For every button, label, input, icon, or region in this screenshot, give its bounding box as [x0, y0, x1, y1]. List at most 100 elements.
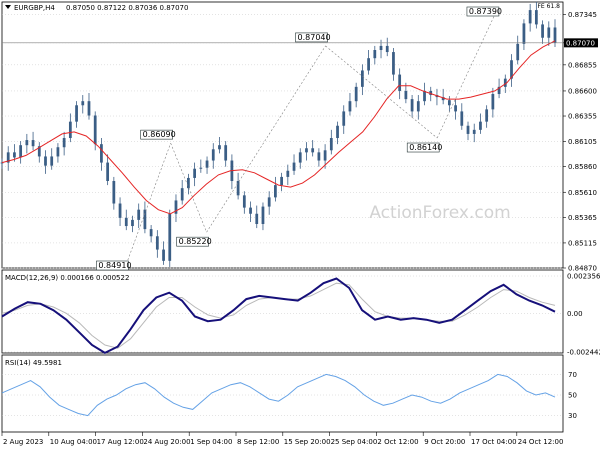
macd-title: MACD(12,26,9) 0.000166 0.000522: [5, 274, 129, 282]
candle-body: [81, 101, 85, 106]
x-tick-label: 25 Sep 04:00: [331, 438, 378, 446]
macd-grid: [2, 275, 563, 353]
candle-body: [143, 209, 147, 230]
candle-body: [199, 167, 203, 169]
candle-body: [193, 168, 197, 178]
candle-body: [224, 145, 228, 161]
candle-body: [516, 43, 520, 61]
candles: [0, 1, 557, 267]
rsi-tick-label: 70: [568, 371, 577, 379]
candle-body: [541, 24, 544, 38]
rsi-line: [1, 373, 556, 417]
x-axis: 2 Aug 2023 10 Aug 04:00 17 Aug 12:00 24 Aug…: [1, 432, 563, 446]
candle-body: [112, 181, 116, 204]
price-annotation-label: 0.84910: [98, 261, 131, 270]
candle-body: [460, 111, 464, 126]
candle-body: [441, 97, 445, 101]
candle-body: [249, 207, 252, 214]
pivot-connector: [206, 45, 326, 233]
candle-body: [472, 129, 476, 134]
candle-body: [180, 188, 184, 201]
price-annotation-box: [406, 142, 440, 153]
fibo-tag: FE 61.8: [537, 3, 560, 10]
candle-body: [0, 162, 4, 164]
candle-body: [379, 45, 383, 51]
candle-body: [211, 149, 215, 161]
price-tick-label: 0.85610: [568, 189, 597, 197]
price-annotation-box: [96, 260, 129, 271]
price-annotation-label: 0.85220: [179, 237, 212, 246]
candle-body: [292, 162, 296, 171]
candle-body: [6, 152, 10, 163]
collapse-triangle-icon[interactable]: [5, 5, 11, 9]
candle-body: [68, 121, 72, 139]
candle-body: [398, 74, 402, 91]
x-tick-label: 2 Aug 2023: [3, 438, 43, 446]
candle-body: [392, 52, 395, 75]
candle-body: [528, 10, 532, 24]
candle-body: [360, 70, 364, 87]
candle-body: [261, 206, 265, 224]
symbol-label: EURGBP,H4: [14, 4, 55, 12]
candle-body: [13, 152, 16, 158]
macd-tick-label: 0.002356: [567, 273, 600, 281]
candle-body: [25, 140, 29, 146]
candle-body: [31, 140, 35, 147]
rsi-pane: [1, 354, 564, 433]
candle-body: [286, 170, 290, 177]
candle-body: [155, 236, 159, 250]
candle-body: [311, 148, 315, 153]
rsi-tick-label: 50: [568, 392, 577, 400]
candle-body: [75, 105, 78, 122]
candle-body: [56, 147, 60, 157]
current-price-badge: 0.87070: [564, 38, 598, 48]
candle-body: [242, 195, 246, 208]
candle-body: [329, 138, 333, 151]
macd-y-axis: 0.002356 0.00 -0.002442: [567, 273, 600, 357]
x-tick-label: 9 Oct 20:00: [424, 438, 465, 446]
candle-body: [124, 217, 128, 227]
candle-body: [50, 156, 54, 166]
price-tick-label: 0.86855: [568, 61, 597, 69]
candle-body: [174, 200, 178, 214]
candle-body: [305, 148, 308, 153]
macd-tick-label: -0.002442: [567, 349, 600, 357]
price-annotation-box: [466, 6, 500, 17]
price-annotation-label: 0.87390: [469, 7, 502, 16]
price-tick-label: 0.85860: [568, 163, 597, 171]
candle-body: [479, 121, 482, 130]
price-y-axis: 0.87345 0.87070 0.86855 0.86600 0.86355 0.861…: [563, 11, 597, 273]
candle-body: [497, 86, 501, 95]
price-tick-label: 0.86105: [568, 138, 597, 146]
candle-body: [62, 138, 66, 148]
x-tick-label: 17 Aug 12:00: [97, 438, 144, 446]
rsi-title: RSI(14) 49.5981: [5, 359, 62, 367]
x-tick-label: 24 Aug 20:00: [143, 438, 190, 446]
candle-body: [280, 176, 283, 186]
price-annotations: 0.84910 0.86090 0.85220 0.87040 0.86140 0.873…: [96, 6, 502, 271]
macd-line: [1, 277, 556, 355]
pivot-lines: [126, 9, 498, 265]
watermark: ActionForex.com: [369, 203, 510, 223]
macd-tick-label: 0.00: [567, 310, 583, 318]
candle-body: [19, 145, 23, 158]
price-tick-label: 0.85115: [568, 239, 597, 247]
candle-body: [547, 27, 551, 38]
x-tick-label: 17 Oct 04:00: [471, 438, 517, 446]
candle-body: [423, 90, 426, 102]
candle-body: [168, 213, 172, 261]
price-tick-label: 0.84870: [568, 265, 597, 273]
candle-body: [466, 125, 470, 134]
candle-body: [385, 45, 389, 53]
rsi-grid: [2, 374, 563, 416]
candle-body: [274, 185, 277, 198]
candle-body: [454, 105, 457, 112]
candle-body: [137, 209, 141, 220]
macd-pane: [1, 269, 564, 354]
candle-body: [348, 101, 352, 112]
candle-body: [118, 203, 122, 218]
candle-body: [323, 150, 327, 161]
candle-body: [416, 101, 420, 112]
